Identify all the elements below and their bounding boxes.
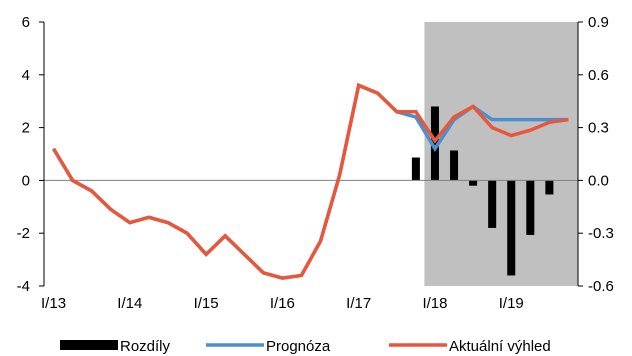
left-tick-label: -4 <box>17 278 30 295</box>
right-tick-label: -0.3 <box>588 225 614 242</box>
right-axis-ticks: -0.6 -0.3 0.0 0.3 0.6 0.9 <box>578 14 614 295</box>
right-tick-label: 0.6 <box>588 67 609 84</box>
x-tick-label: I/18 <box>422 295 447 312</box>
series-line-aktualni-vyhled <box>52 82 569 280</box>
right-tick-label: -0.6 <box>588 278 614 295</box>
bar-IV/17 <box>411 157 420 181</box>
x-axis-ticks: I/13 I/14 I/15 I/16 I/17 I/18 I/19 <box>41 295 524 312</box>
left-tick-label: 4 <box>22 67 30 84</box>
left-axis-ticks: -4 -2 0 2 4 6 <box>17 14 44 295</box>
x-tick-label: I/19 <box>499 295 524 312</box>
legend-label: Rozdíly <box>120 338 171 355</box>
bar-III/19 <box>545 180 554 195</box>
bar-II/19 <box>526 180 535 235</box>
legend-label: Prognóza <box>266 338 331 355</box>
x-tick-label: I/15 <box>194 295 219 312</box>
bar-IV/18 <box>488 180 497 228</box>
x-tick-label: I/13 <box>41 295 66 312</box>
left-tick-label: -2 <box>17 225 30 242</box>
legend-label: Aktuální výhled <box>449 338 551 355</box>
left-tick-label: 2 <box>22 120 30 137</box>
bar-II/18 <box>450 150 459 181</box>
legend-swatch-rozdily <box>60 340 118 350</box>
left-tick-label: 6 <box>22 14 30 31</box>
right-tick-label: 0.3 <box>588 120 609 137</box>
left-tick-label: 0 <box>22 172 30 189</box>
legend: Rozdíly Prognóza Aktuální výhled <box>60 338 551 355</box>
x-tick-label: I/17 <box>346 295 371 312</box>
right-tick-label: 0.9 <box>588 14 609 31</box>
bar-III/18 <box>469 180 478 186</box>
right-tick-label: 0.0 <box>588 172 609 189</box>
forecast-shaded-region <box>424 22 578 286</box>
bar-I/19 <box>507 180 516 276</box>
x-tick-label: I/16 <box>270 295 295 312</box>
x-tick-label: I/14 <box>117 295 142 312</box>
